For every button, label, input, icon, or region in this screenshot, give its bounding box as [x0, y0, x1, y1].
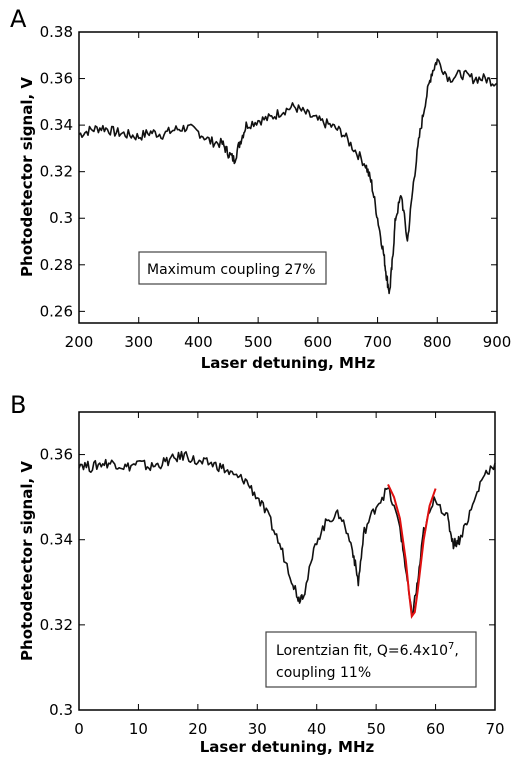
annotation-box-a: Maximum coupling 27% — [138, 251, 327, 285]
lorentzian-fit-line — [387, 483, 437, 619]
x-tick-label-b: 20 — [188, 720, 207, 738]
series-line-b — [78, 450, 496, 615]
annotation-line2-b: coupling 11% — [276, 665, 371, 681]
y-tick-label-a: 0.32 — [40, 163, 73, 181]
series-line-a — [78, 58, 498, 295]
y-tick-label-b: 0.34 — [40, 531, 73, 549]
x-axis-title-b: Laser detuning, MHz — [200, 738, 375, 756]
annotation-frame-a — [138, 251, 327, 285]
panel-b: 0 10 20 30 40 50 60 70 0.3 0.32 0.34 0.36 Lorentzia… — [18, 411, 505, 756]
x-tick-label-b: 60 — [426, 720, 445, 738]
y-axis-title-b: Photodetector signal, V — [18, 461, 36, 661]
panel-letter-a: A — [10, 5, 27, 33]
annotation-tail-b: , — [454, 643, 458, 659]
x-tick-label-a: 500 — [244, 333, 273, 351]
y-tick-label-a: 0.36 — [40, 70, 73, 88]
x-tick-label-a: 400 — [184, 333, 213, 351]
y-tick-label-b: 0.3 — [49, 701, 73, 719]
annotation-box-b: Lorentzian fit, Q=6.4x107, coupling 11% — [265, 631, 477, 688]
x-tick-label-a: 900 — [483, 333, 512, 351]
x-tick-label-a: 200 — [65, 333, 94, 351]
y-axis-title-a: Photodetector signal, V — [18, 77, 36, 277]
x-tick-label-b: 50 — [367, 720, 386, 738]
x-axis-title-a: Laser detuning, MHz — [201, 354, 376, 372]
x-tick-label-a: 800 — [423, 333, 452, 351]
annotation-text-a: Maximum coupling 27% — [147, 262, 316, 278]
y-tick-label-a: 0.28 — [40, 256, 73, 274]
x-tick-label-b: 30 — [248, 720, 267, 738]
plot-frame-a — [78, 31, 498, 324]
panel-a: 200 300 400 500 600 700 800 900 0.26 0.28 0.3 0.32 0… — [18, 23, 511, 372]
panel-letter-b: B — [10, 391, 26, 419]
axis-ticks-b: 0 10 20 30 40 50 60 70 0.3 0.32 0.34 0.36 — [40, 412, 505, 738]
x-tick-label-a: 700 — [363, 333, 392, 351]
x-tick-label-b: 10 — [129, 720, 148, 738]
x-tick-label-b: 70 — [485, 720, 504, 738]
axis-ticks-a: 200 300 400 500 600 700 800 900 0.26 0.28 0.3 0.32 0… — [40, 23, 512, 351]
annotation-line1-b: Lorentzian fit, Q=6.4x107, — [276, 641, 459, 659]
annotation-frame-b — [265, 631, 477, 688]
x-tick-label-a: 600 — [304, 333, 333, 351]
x-tick-label-b: 40 — [307, 720, 326, 738]
annotation-sup-b: 7 — [448, 641, 454, 652]
y-tick-label-b: 0.32 — [40, 616, 73, 634]
y-tick-label-b: 0.36 — [40, 446, 73, 464]
annotation-main-b: Lorentzian fit, Q=6.4x10 — [276, 643, 448, 659]
x-tick-label-b: 0 — [74, 720, 84, 738]
y-tick-label-a: 0.3 — [49, 209, 73, 227]
y-tick-label-a: 0.38 — [40, 23, 73, 41]
y-tick-label-a: 0.26 — [40, 302, 73, 320]
x-tick-label-a: 300 — [124, 333, 153, 351]
y-tick-label-a: 0.34 — [40, 116, 73, 134]
plot-frame-b — [78, 411, 496, 711]
